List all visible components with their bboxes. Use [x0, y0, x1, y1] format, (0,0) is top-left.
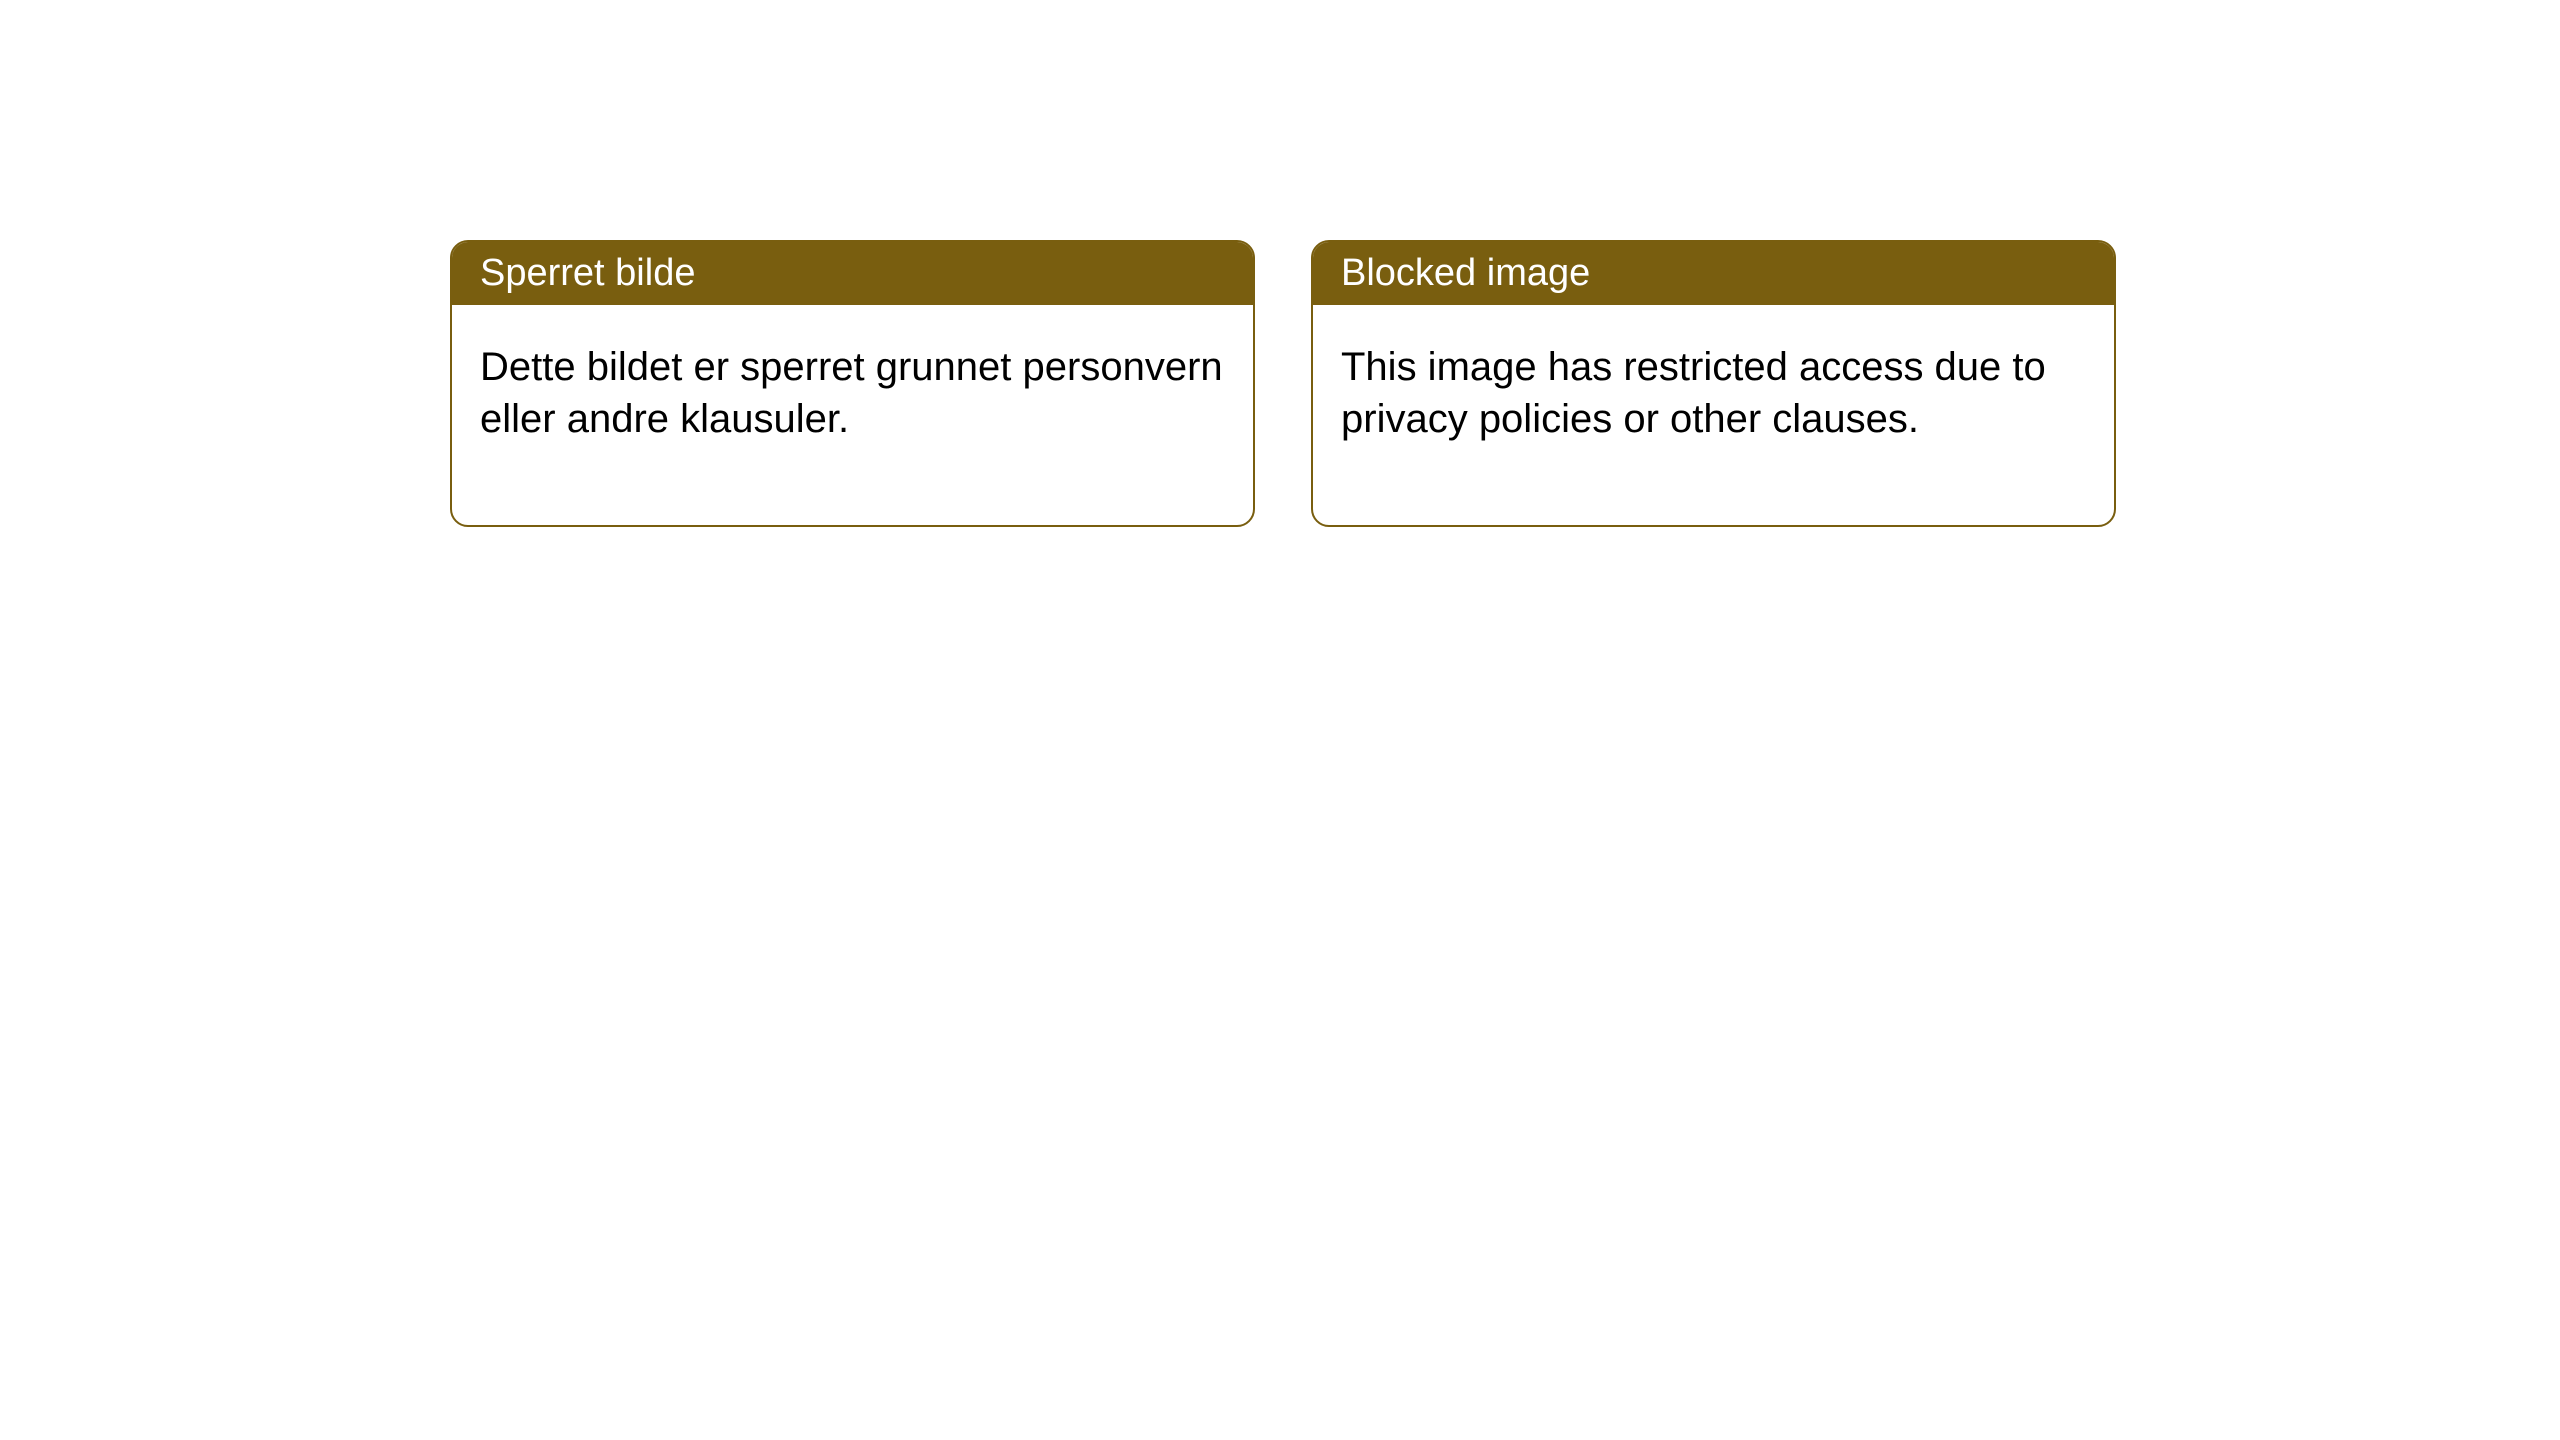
card-body: This image has restricted access due to … — [1313, 305, 2114, 525]
card-header: Blocked image — [1313, 242, 2114, 305]
card-header: Sperret bilde — [452, 242, 1253, 305]
card-body-text: This image has restricted access due to … — [1341, 345, 2046, 441]
card-title: Blocked image — [1341, 252, 1590, 294]
card-body: Dette bildet er sperret grunnet personve… — [452, 305, 1253, 525]
card-body-text: Dette bildet er sperret grunnet personve… — [480, 345, 1223, 441]
notice-cards-container: Sperret bilde Dette bildet er sperret gr… — [0, 0, 2560, 527]
notice-card-english: Blocked image This image has restricted … — [1311, 240, 2116, 527]
notice-card-norwegian: Sperret bilde Dette bildet er sperret gr… — [450, 240, 1255, 527]
card-title: Sperret bilde — [480, 252, 695, 294]
